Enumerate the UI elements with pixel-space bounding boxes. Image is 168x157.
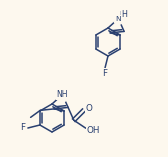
Text: N: N — [116, 16, 121, 22]
Text: NH: NH — [57, 90, 68, 99]
Text: H: H — [119, 11, 125, 20]
Text: F: F — [102, 68, 108, 78]
Text: O: O — [85, 104, 92, 113]
Text: OH: OH — [86, 126, 100, 135]
Text: F: F — [20, 124, 25, 133]
Text: H: H — [121, 10, 127, 19]
